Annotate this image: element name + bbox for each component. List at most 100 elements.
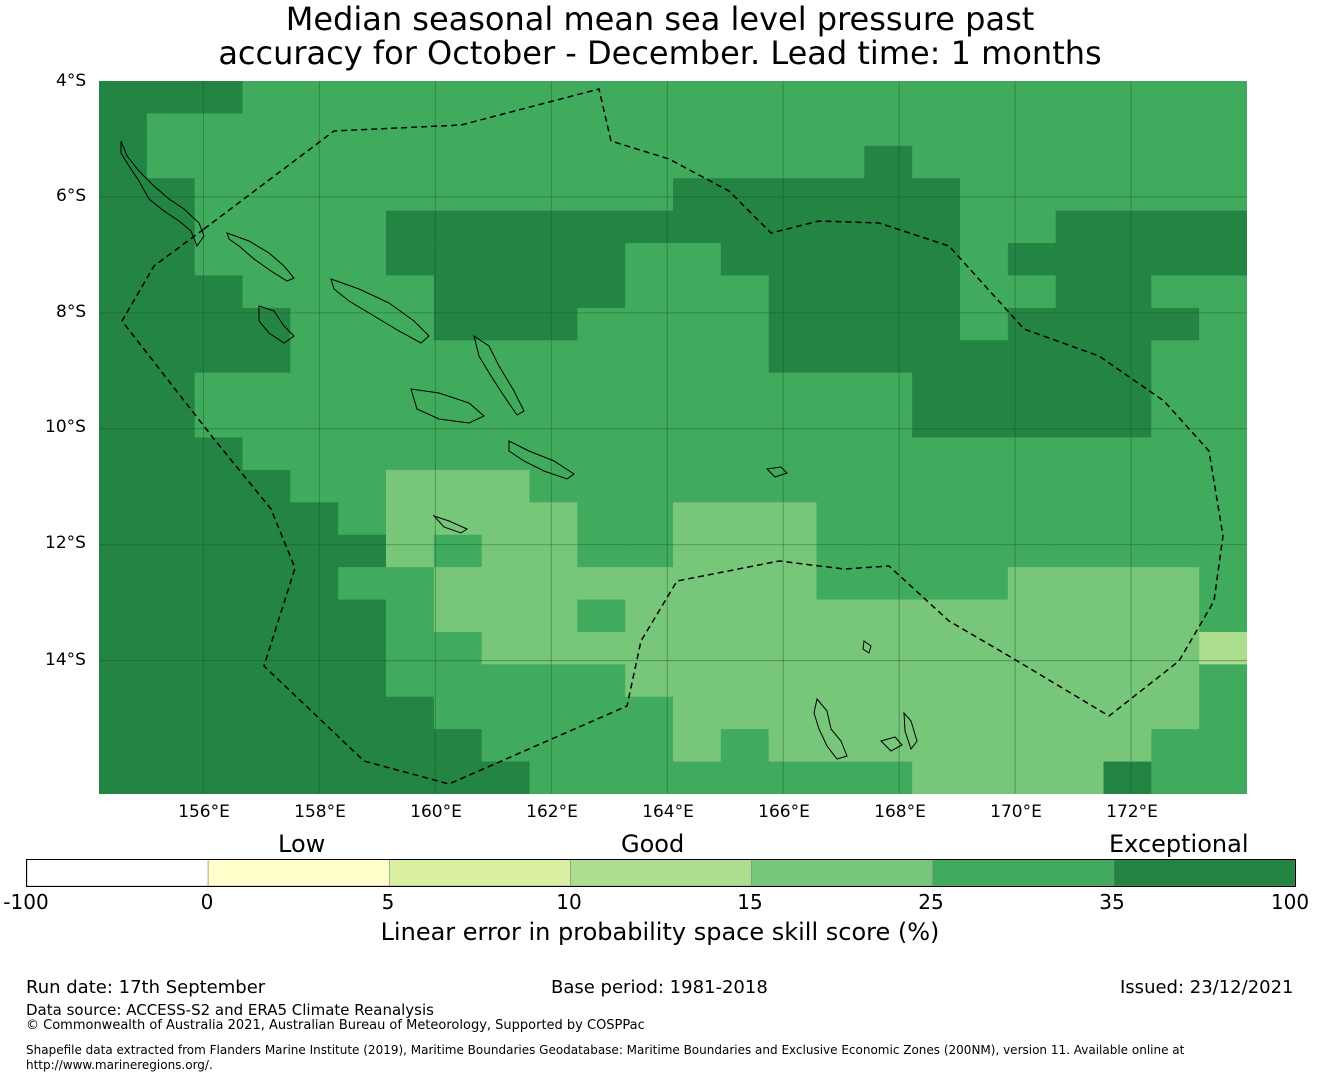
skill-cell [1007,729,1057,763]
skill-cell [912,761,961,794]
skill-cell [816,599,865,633]
skill-cell [816,178,865,212]
skill-cell [481,534,531,568]
skill-cell [816,340,865,374]
skill-cell [290,113,339,147]
skill-cell [625,372,674,406]
skill-cell [625,307,674,341]
skill-cell [338,437,387,471]
skill-cell [529,243,578,277]
skill-cell [529,405,578,439]
colorbar-bin [207,859,390,887]
lon-tick-label: 172°E [1106,802,1158,822]
skill-cell [1199,81,1247,115]
skill-cell [1103,372,1152,406]
skill-cell [768,599,818,633]
skill-cell [529,340,578,374]
skill-cell [864,631,913,665]
skill-cell [1055,664,1105,698]
skill-cell [816,696,865,730]
skill-cell [1151,761,1200,794]
skill-cell [1103,437,1152,471]
skill-cell [338,178,387,212]
skill-cell [912,729,961,763]
skill-cell [290,599,339,633]
skill-cell [242,405,291,439]
skill-cell [242,81,291,115]
skill-cell [1007,178,1057,212]
skill-cell [577,469,626,503]
skill-cell [816,502,865,536]
skill-cell [1055,729,1105,763]
skill-cell [960,696,1009,730]
skill-cell [1151,469,1200,503]
skill-cell [1007,340,1057,374]
skill-cell [194,502,244,536]
base-period: Base period: 1981-2018 [551,977,768,998]
skill-cell [242,113,291,147]
skill-cell [529,275,578,309]
skill-cell [481,696,531,730]
skill-cell [433,113,483,147]
map-title-line-2: accuracy for October - December. Lead ti… [218,34,1102,72]
skill-cell [290,405,339,439]
santa-isabel-coast [330,278,430,344]
skill-cell [912,567,961,601]
skill-cell [864,437,913,471]
skill-cell [146,469,196,503]
skill-cell [673,405,722,439]
lon-tick-label: 158°E [294,802,346,822]
skill-cell [768,437,818,471]
skill-cell [1199,631,1247,665]
skill-cell [864,405,913,439]
skill-cell [625,696,674,730]
skill-cell [1199,113,1247,147]
skill-cell [864,534,913,568]
skill-cell [481,275,531,309]
skill-cell [433,145,483,179]
skill-cell [1055,178,1105,212]
skill-cell [720,696,770,730]
skill-cell [768,178,818,212]
skill-cell [481,210,531,244]
skill-cell [768,534,818,568]
skill-cell [99,275,148,309]
skill-cell [577,534,626,568]
skill-cell [1103,405,1152,439]
skill-cell [386,567,435,601]
skill-cell [768,696,818,730]
skill-cell [720,664,770,698]
skill-cell [1199,178,1247,212]
skill-cell [673,113,722,147]
skill-cell [864,210,913,244]
skill-cell [1103,210,1152,244]
skill-cell [720,178,770,212]
skill-cell [816,761,865,794]
issued-date: Issued: 23/12/2021 [1120,977,1294,998]
skill-cell [194,631,244,665]
skill-cell [433,696,483,730]
skill-cell [1103,243,1152,277]
skill-cell [1007,145,1057,179]
skill-cell [433,437,483,471]
skill-cell [338,696,387,730]
skill-cell [816,631,865,665]
skill-cell [433,275,483,309]
skill-cell [720,275,770,309]
skill-cell [1103,307,1152,341]
skill-cell [290,178,339,212]
skill-cell [481,469,531,503]
skill-cell [386,113,435,147]
skill-cell [912,210,961,244]
skill-cell [290,243,339,277]
skill-cell [433,340,483,374]
lat-tick-label: 8°S [56,302,87,322]
skill-cell [912,178,961,212]
skill-cell [481,113,531,147]
skill-cell [816,469,865,503]
skill-cell [194,437,244,471]
skill-cell [242,145,291,179]
skill-cell [1103,81,1152,115]
skill-cell [1103,113,1152,147]
skill-cell [194,567,244,601]
